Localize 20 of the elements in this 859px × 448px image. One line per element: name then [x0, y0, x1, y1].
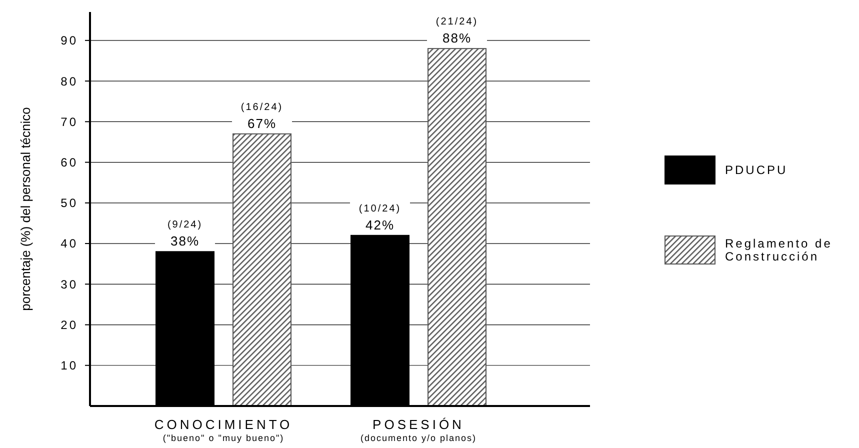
- y-tick-label: 70: [60, 114, 78, 129]
- legend-label: PDUCPU: [725, 163, 788, 178]
- x-tick-label: POSESIÓN (documento y/o planos): [360, 417, 477, 443]
- bar: [428, 48, 486, 406]
- y-tick-label: 30: [60, 277, 78, 292]
- y-tick-label: 80: [60, 74, 78, 88]
- data-label: (21/24) 88%: [436, 16, 478, 46]
- data-label: (10/24) 42%: [358, 203, 402, 232]
- legend-label: Reglamento de Construcción: [725, 236, 832, 264]
- y-tick-label: 60: [60, 155, 78, 170]
- data-label: (16/24) 67%: [240, 102, 284, 131]
- y-tick-label: 40: [60, 236, 78, 251]
- y-tick-label: 20: [60, 318, 78, 332]
- x-tick-label: CONOCIMIENTO ("bueno" o "muy bueno"): [154, 417, 293, 443]
- y-tick-label: 10: [60, 358, 78, 373]
- bar: [232, 133, 292, 406]
- y-axis-title: porcentaje (%) del personal técnico: [18, 107, 33, 311]
- data-label: (9/24) 38%: [167, 220, 203, 249]
- y-tick-label: 90: [60, 34, 78, 48]
- y-tick-label: 50: [60, 196, 78, 210]
